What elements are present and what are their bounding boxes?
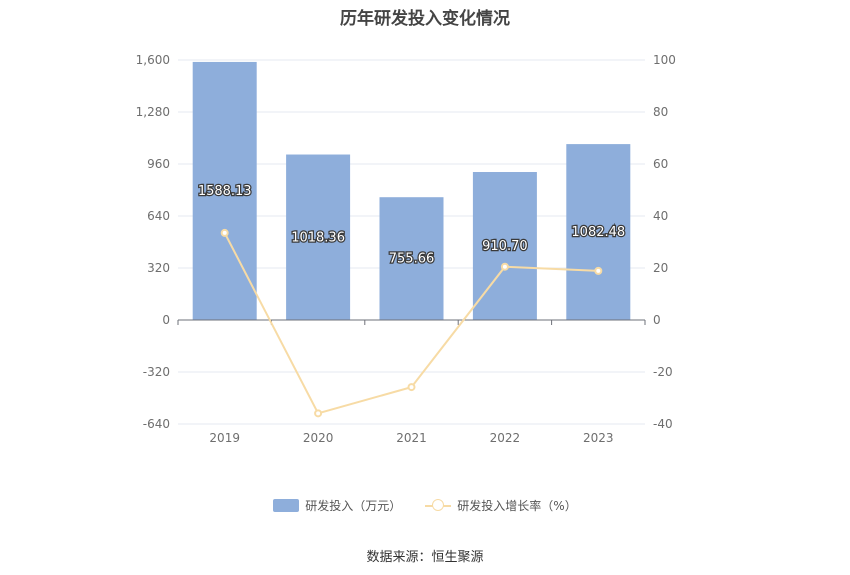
right-y-axis: -40 -20 0 20 40 60 80 100 xyxy=(653,53,676,431)
right-tick-label: 60 xyxy=(653,157,668,171)
x-tick-label: 2021 xyxy=(396,431,427,445)
line-series xyxy=(220,228,603,418)
bar xyxy=(192,61,257,321)
bar xyxy=(566,144,631,320)
right-tick-label: -20 xyxy=(653,365,673,379)
legend-bar-swatch xyxy=(273,499,300,512)
legend-item-line[interactable]: 研发投入增长率（%） xyxy=(425,497,577,514)
bar-value-label: 755.66 xyxy=(389,252,435,267)
left-tick-label: 320 xyxy=(147,261,170,275)
left-tick-label: 640 xyxy=(147,209,170,223)
bar-value-label: 1018.36 xyxy=(291,230,345,245)
data-source: 数据来源：恒生聚源 xyxy=(366,550,484,565)
line-point xyxy=(314,409,323,418)
legend-item-bar[interactable]: 研发投入（万元） xyxy=(273,497,401,514)
line-point xyxy=(407,383,416,392)
left-y-axis: -640 -320 0 320 640 960 1,280 1,600 xyxy=(136,53,170,431)
right-tick-label: 100 xyxy=(653,53,676,67)
right-tick-label: 0 xyxy=(653,313,661,327)
bar-value-label: 1082.48 xyxy=(571,225,625,240)
left-tick-label: -320 xyxy=(143,365,170,379)
right-tick-label: 20 xyxy=(653,261,668,275)
bar-value-label: 910.70 xyxy=(482,239,528,254)
legend-line-label: 研发投入增长率（%） xyxy=(457,499,577,513)
left-tick-label: 0 xyxy=(162,313,170,327)
legend-bar-label: 研发投入（万元） xyxy=(305,499,402,513)
x-tick-label: 2019 xyxy=(209,431,240,445)
bar-value-label: 1588.13 xyxy=(198,184,252,199)
line-point xyxy=(594,266,603,275)
bar-series xyxy=(192,61,631,321)
right-tick-label: 40 xyxy=(653,209,668,223)
line-point xyxy=(500,262,509,271)
right-tick-label: -40 xyxy=(653,417,673,431)
x-tick-label: 2023 xyxy=(583,431,614,445)
chart-title: 历年研发投入变化情况 xyxy=(340,9,510,29)
x-tick-label: 2022 xyxy=(490,431,521,445)
legend: 研发投入（万元） 研发投入增长率（%） xyxy=(0,497,850,514)
line-point xyxy=(220,228,229,237)
left-tick-label: 960 xyxy=(147,157,170,171)
x-tick-label: 2020 xyxy=(303,431,334,445)
bar xyxy=(379,197,444,320)
x-axis: 2019 2020 2021 2022 2023 xyxy=(177,319,646,445)
right-tick-label: 80 xyxy=(653,105,668,119)
legend-line-swatch xyxy=(425,499,452,512)
bar-value-labels: 1588.13 1018.36 755.66 910.70 1082.48 xyxy=(197,183,627,268)
left-tick-label: 1,280 xyxy=(136,105,170,119)
left-tick-label: -640 xyxy=(143,417,170,431)
left-tick-label: 1,600 xyxy=(136,53,170,67)
bar xyxy=(286,154,351,320)
